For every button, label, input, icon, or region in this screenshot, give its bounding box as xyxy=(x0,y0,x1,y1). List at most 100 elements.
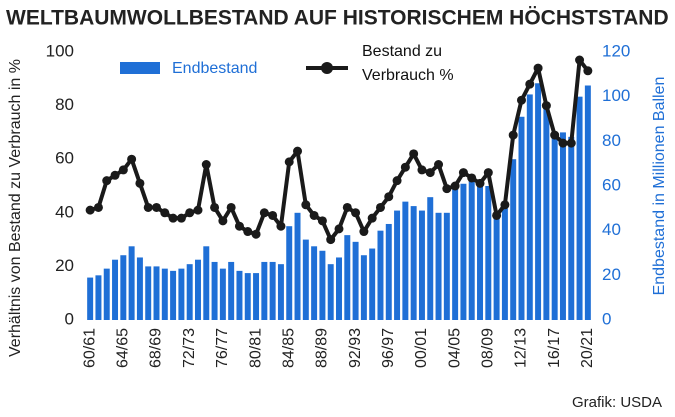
y2-tick-label: 40 xyxy=(602,220,621,239)
bar xyxy=(452,186,459,320)
legend-marker xyxy=(321,62,333,74)
bar xyxy=(87,277,94,320)
bar xyxy=(410,206,417,320)
bar xyxy=(435,212,442,320)
x-tick-label: 64/65 xyxy=(115,328,132,368)
bar xyxy=(369,248,376,320)
line-marker xyxy=(417,165,427,175)
bar xyxy=(194,259,201,320)
legend-label: Bestand zu Verbrauch % xyxy=(362,43,454,84)
source: Grafik: USDA xyxy=(572,394,662,411)
bar xyxy=(186,264,193,320)
line-marker xyxy=(392,176,402,186)
bar xyxy=(377,230,384,320)
bar xyxy=(112,259,119,320)
y2-tick-label: 0 xyxy=(602,309,611,328)
legend-label: Endbestand xyxy=(172,60,257,77)
line-marker xyxy=(127,154,137,164)
bar xyxy=(294,212,301,320)
line-marker xyxy=(458,168,468,178)
bar xyxy=(584,85,591,320)
bar xyxy=(145,266,152,320)
bar xyxy=(203,246,210,320)
line-marker xyxy=(500,200,510,210)
bar xyxy=(501,208,508,320)
x-tick-label: 20/21 xyxy=(579,328,596,368)
line-marker xyxy=(102,176,112,186)
line-marker xyxy=(400,162,410,172)
line-marker xyxy=(508,130,518,140)
bar xyxy=(418,210,425,320)
bar xyxy=(336,257,342,320)
bar xyxy=(211,261,218,320)
line-marker xyxy=(342,202,352,212)
line-marker xyxy=(160,208,170,218)
line-marker xyxy=(384,192,394,202)
line-marker xyxy=(317,216,327,226)
line-marker xyxy=(309,210,319,220)
line-marker xyxy=(533,63,543,73)
bar xyxy=(477,186,484,320)
y2-tick-label: 100 xyxy=(602,86,630,105)
bar xyxy=(551,136,558,320)
x-tick-label: 88/89 xyxy=(314,328,331,368)
bar xyxy=(103,268,110,320)
line-marker xyxy=(152,202,162,212)
bar xyxy=(385,223,392,320)
bar xyxy=(352,241,359,320)
y-tick-label: 0 xyxy=(65,309,74,328)
bar xyxy=(360,255,367,320)
line-marker xyxy=(558,138,568,148)
bar xyxy=(576,96,583,321)
bar xyxy=(518,116,525,321)
line-marker xyxy=(218,216,228,226)
line-marker xyxy=(301,200,311,210)
x-tick-label: 04/05 xyxy=(446,328,463,368)
x-tick-label: 12/13 xyxy=(513,328,530,368)
y-tick-label: 40 xyxy=(55,202,74,221)
bar xyxy=(236,270,243,320)
line-marker xyxy=(367,213,377,223)
bar xyxy=(510,159,517,320)
x-tick-label: 92/93 xyxy=(347,328,364,368)
line-marker xyxy=(276,221,286,231)
line-marker xyxy=(234,221,244,231)
line-marker xyxy=(185,208,195,218)
x-tick-label: 08/09 xyxy=(480,328,497,368)
chart-title: WELTBAUMWOLLBESTAND AUF HISTORISCHEM HÖC… xyxy=(6,7,669,30)
line-marker xyxy=(409,149,419,159)
x-tick-label: 16/17 xyxy=(546,328,563,368)
y2-tick-label: 20 xyxy=(602,265,621,284)
bar xyxy=(269,261,276,320)
line-marker xyxy=(442,184,452,194)
line-marker xyxy=(326,235,336,245)
bar xyxy=(526,94,533,320)
line-marker xyxy=(516,95,526,105)
x-tick-label: 68/69 xyxy=(148,328,165,368)
line-marker xyxy=(176,213,186,223)
line-marker xyxy=(434,160,444,170)
line-marker xyxy=(243,227,253,237)
line-marker xyxy=(550,130,560,140)
bar xyxy=(468,181,475,320)
line-marker xyxy=(135,178,145,188)
line-marker xyxy=(284,157,294,167)
y2-axis-label: Endbestand in Millionen Ballen xyxy=(651,77,668,296)
bar xyxy=(302,239,309,320)
line-marker xyxy=(566,138,576,148)
line-marker xyxy=(168,213,178,223)
line-marker xyxy=(583,66,593,76)
y2-tick-label: 120 xyxy=(602,41,630,60)
x-tick-label: 96/97 xyxy=(380,328,397,368)
y-tick-label: 60 xyxy=(55,149,74,168)
bar xyxy=(344,235,351,320)
bar xyxy=(319,250,326,320)
line-marker xyxy=(193,205,203,215)
bar xyxy=(178,268,185,320)
bar xyxy=(568,136,575,320)
x-tick-label: 76/77 xyxy=(214,328,231,368)
bar xyxy=(286,226,293,320)
y2-tick-label: 80 xyxy=(602,131,621,150)
